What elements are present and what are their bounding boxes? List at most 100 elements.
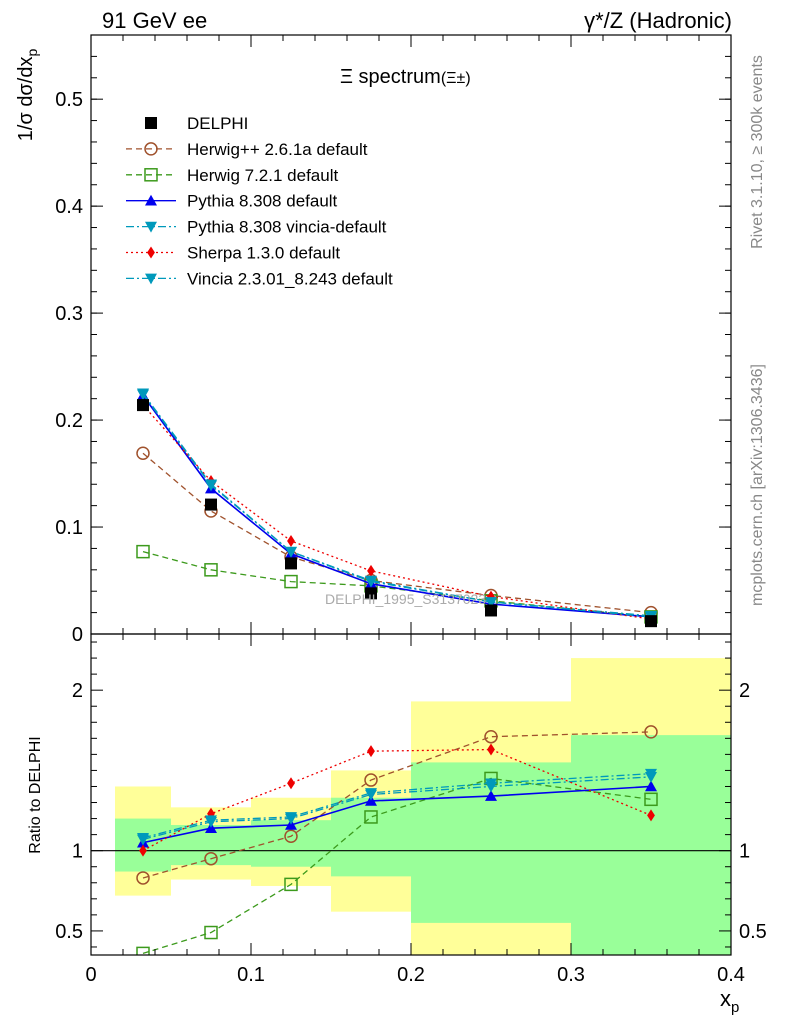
ratio-y-tick-label-right: 0.5 <box>739 921 767 943</box>
main-series-line-4 <box>142 404 652 620</box>
main-series-5-point <box>137 388 149 400</box>
main-y-tick-label: 0.3 <box>55 303 83 325</box>
ratio-series-5-point <box>137 833 149 844</box>
main-series-4-point <box>487 590 495 603</box>
ratio-series-5-point <box>205 815 217 827</box>
rivet-label: Rivet 3.1.10, ≥ 300k events <box>749 55 766 249</box>
legend-marker-0 <box>145 117 157 129</box>
watermark: DELPHI_1995_S3137023 <box>325 591 486 607</box>
main-series-1-point <box>204 563 218 577</box>
ratio-series-0-point <box>284 829 298 843</box>
main-ylabel: 1/σ dσ/dxp <box>15 49 40 142</box>
chart-title-suffix: (Ξ±) <box>441 70 471 87</box>
ratio-series-5-point <box>645 768 657 780</box>
ratio-xlabel: xp <box>720 986 739 1016</box>
ratio-x-tick-label: 0.1 <box>237 964 265 986</box>
chart-title-text: Ξ spectrum <box>340 66 441 88</box>
main-y-tick-label: 0.1 <box>55 517 83 539</box>
main-series-5-point <box>285 546 297 558</box>
ratio-series-1-point <box>204 925 218 940</box>
ratio-series-5-point <box>285 812 297 823</box>
ratio-axes: 0 0.1 0.2 0.3 0.4 0.5 1 2 0.5 1 2 <box>55 633 767 986</box>
ratio-series-2-point <box>485 790 497 801</box>
ratio-series-line-0 <box>142 731 652 879</box>
legend-label-1: Herwig++ 2.6.1a default <box>187 140 368 159</box>
ratio-y-tick-label: 2 <box>72 680 83 702</box>
ratio-x-tick-label: 0.3 <box>557 964 585 986</box>
ratio-series-0-point <box>484 729 498 744</box>
ratio-series-line-2 <box>142 785 652 844</box>
ratio-series-line-4 <box>142 748 652 852</box>
main-plot-content <box>136 388 658 628</box>
data-point <box>285 557 297 570</box>
ratio-series-1-point <box>136 946 150 955</box>
ratio-y-tick-label-right: 2 <box>739 680 750 702</box>
ratio-y-tick-label: 0.5 <box>55 921 83 943</box>
ratio-ylabel: Ratio to DELPHI <box>27 736 44 853</box>
ratio-plot-content <box>91 658 731 955</box>
ratio-series-line-3 <box>142 776 652 841</box>
data-point <box>485 604 497 617</box>
ratio-y-tick-label-right: 1 <box>739 841 750 863</box>
ratio-x-tick-label: 0.2 <box>397 964 425 986</box>
ratio-series-4-point <box>647 809 655 822</box>
ratio-x-tick-label: 0 <box>85 964 96 986</box>
main-series-line-5 <box>142 392 652 618</box>
ratio-series-1-point <box>644 792 658 807</box>
main-y-tick-label: 0 <box>72 624 83 646</box>
legend-marker-2 <box>144 168 158 182</box>
legend-label-0: DELPHI <box>187 114 248 133</box>
ratio-xlabel-sub: p <box>731 999 739 1016</box>
ratio-series-0-point <box>136 871 150 885</box>
main-y-tick-label: 0.5 <box>55 89 83 111</box>
ratio-series-1-point <box>364 810 378 824</box>
data-point <box>645 615 657 628</box>
ratio-series-4-point <box>287 777 295 790</box>
ratio-series-4-point <box>367 745 375 758</box>
legend-marker-4 <box>145 221 157 233</box>
legend: DELPHI Herwig++ 2.6.1a default Herwig 7.2.… <box>126 114 393 288</box>
ratio-y-tick-label: 1 <box>72 841 83 863</box>
ratio-series-1-point <box>284 877 298 892</box>
legend-label-4: Pythia 8.308 vincia-default <box>187 218 387 237</box>
main-y-tick-label: 0.4 <box>55 196 83 218</box>
legend-marker-6 <box>145 273 157 285</box>
ratio-series-5-point <box>365 788 377 799</box>
data-point <box>137 399 149 412</box>
main-ylabel-text: 1/σ dσ/dx <box>15 57 37 142</box>
ratio-series-4-point <box>487 743 495 756</box>
main-y-tick-label: 0.2 <box>55 410 83 432</box>
ratio-panel: 0 0.1 0.2 0.3 0.4 0.5 1 2 0.5 1 2 <box>55 633 767 986</box>
data-point <box>365 587 377 600</box>
main-series-1-point <box>136 544 150 559</box>
uncertainty-band-inner-5 <box>571 735 731 955</box>
ratio-series-2-point <box>645 780 657 792</box>
main-ylabel-sub: p <box>24 49 40 57</box>
main-series-4-point <box>287 534 295 547</box>
main-series-line-3 <box>142 394 652 617</box>
mcplots-label: mcplots.cern.ch [arXiv:1306.3436] <box>749 364 766 606</box>
main-series-5-point <box>205 479 217 491</box>
ratio-series-0-point <box>644 725 658 739</box>
main-series-line-1 <box>142 551 652 618</box>
legend-label-2: Herwig 7.2.1 default <box>187 166 338 185</box>
ratio-series-0-point <box>204 851 218 866</box>
ratio-series-line-5 <box>142 772 652 839</box>
main-series-1-point <box>284 574 298 589</box>
data-point <box>205 498 217 511</box>
legend-marker-1 <box>144 142 158 156</box>
main-series-0-point <box>136 446 150 460</box>
main-panel: DELPHI_1995_S3137023 0 0.1 0.2 0.3 0.4 0.5 Ξ … <box>55 34 732 646</box>
header-right-label: γ*/Z (Hadronic) <box>584 8 732 33</box>
main-series-5-point <box>485 597 497 608</box>
main-axes: 0 0.1 0.2 0.3 0.4 0.5 <box>55 34 732 646</box>
main-series-4-point <box>367 564 375 577</box>
legend-label-5: Sherpa 1.3.0 default <box>187 244 340 263</box>
chart-title: Ξ spectrum(Ξ±) <box>340 66 471 88</box>
legend-marker-3 <box>145 194 157 206</box>
ratio-xlabel-text: x <box>720 986 731 1011</box>
header-left-label: 91 GeV ee <box>102 8 207 33</box>
ratio-series-0-point <box>364 773 378 787</box>
ratio-x-tick-label: 0.4 <box>717 964 745 986</box>
